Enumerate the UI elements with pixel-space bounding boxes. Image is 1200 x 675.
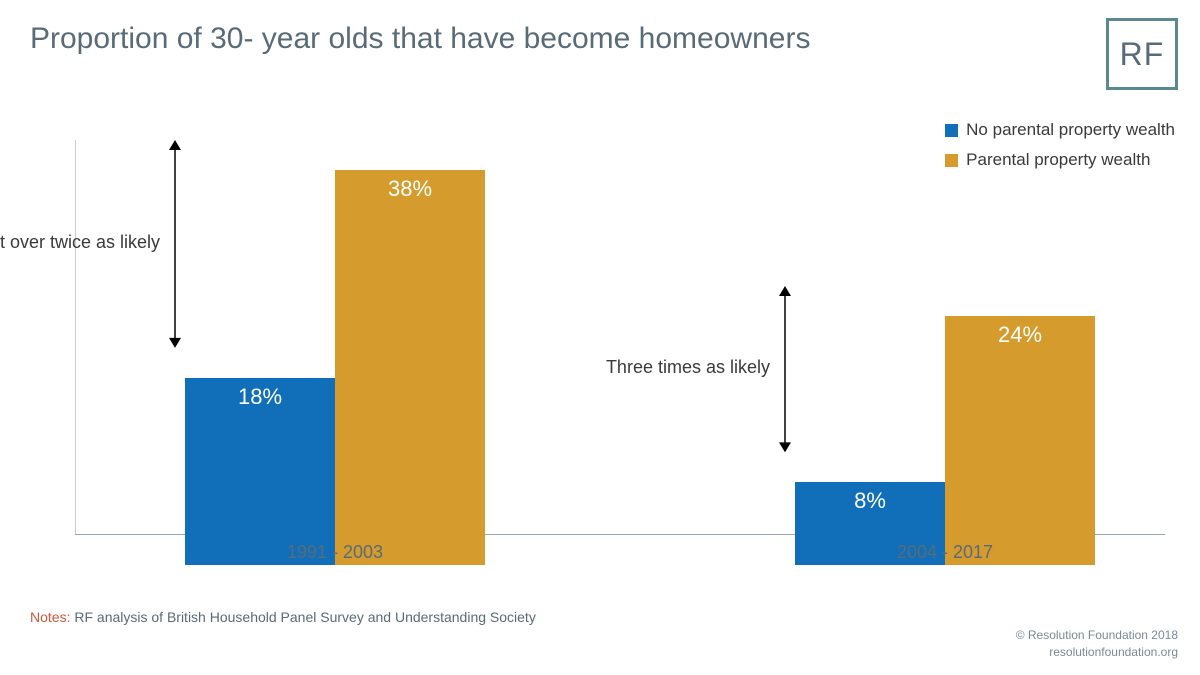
- bar-value-label: 38%: [335, 176, 485, 202]
- comparison-arrow: [165, 140, 185, 348]
- comparison-arrow: [775, 286, 795, 452]
- rf-logo-text: RF: [1120, 36, 1165, 73]
- legend-swatch: [945, 124, 958, 137]
- footer-url: resolutionfoundation.org: [1016, 644, 1178, 661]
- bar-value-label: 8%: [795, 488, 945, 514]
- annotation-text: Three times as likely: [570, 357, 770, 378]
- notes-text: RF analysis of British Household Panel S…: [74, 609, 535, 625]
- bar: 38%: [335, 170, 485, 565]
- footer-copyright: © Resolution Foundation 2018: [1016, 627, 1178, 644]
- bar-value-label: 24%: [945, 322, 1095, 348]
- footer: © Resolution Foundation 2018 resolutionf…: [1016, 627, 1178, 661]
- y-axis-line: [75, 140, 76, 535]
- legend-item: No parental property wealth: [945, 120, 1175, 140]
- legend-label: No parental property wealth: [966, 120, 1175, 140]
- notes: Notes: RF analysis of British Household …: [30, 609, 536, 625]
- notes-label: Notes:: [30, 609, 70, 625]
- x-axis-label: 1991 - 2003: [185, 542, 485, 563]
- bar-value-label: 18%: [185, 384, 335, 410]
- bar: 24%: [945, 316, 1095, 565]
- annotation-text: Just over twice as likely: [0, 232, 160, 253]
- x-axis-label: 2004 - 2017: [795, 542, 1095, 563]
- rf-logo: RF: [1106, 18, 1178, 90]
- bar: 18%: [185, 378, 335, 565]
- chart-area: 18%38%1991 - 2003Just over twice as like…: [75, 140, 1165, 565]
- chart-title: Proportion of 30- year olds that have be…: [30, 22, 810, 56]
